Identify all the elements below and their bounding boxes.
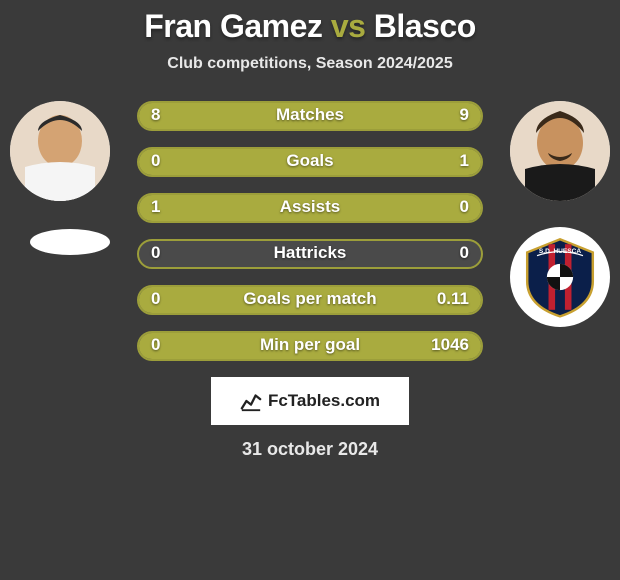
bar-fill-left — [139, 103, 300, 129]
huesca-crest-icon: S.D. HUESCA — [519, 236, 601, 318]
bar-fill-right — [139, 149, 481, 175]
avatar-placeholder-icon — [10, 101, 110, 201]
bar-fill-right — [139, 333, 481, 359]
stat-row: 8 Matches 9 — [137, 101, 483, 131]
bar-track — [137, 331, 483, 361]
branding-text: FcTables.com — [268, 391, 380, 411]
title: Fran Gamez vs Blasco — [0, 8, 620, 45]
stat-bars: 8 Matches 9 0 Goals 1 1 Assists — [137, 101, 483, 361]
stat-row: 0 Goals per match 0.11 — [137, 285, 483, 315]
player2-name: Blasco — [374, 8, 476, 44]
player1-avatar — [10, 101, 110, 201]
player2-avatar — [510, 101, 610, 201]
bar-track — [137, 147, 483, 177]
player1-club-placeholder — [30, 229, 110, 255]
vs-label: vs — [331, 8, 366, 44]
avatar-placeholder-icon — [510, 101, 610, 201]
bar-track — [137, 285, 483, 315]
bar-track — [137, 101, 483, 131]
bar-track — [137, 193, 483, 223]
main-area: S.D. HUESCA 8 Matches 9 0 Goals — [0, 101, 620, 460]
bar-fill-right — [139, 287, 481, 313]
subtitle: Club competitions, Season 2024/2025 — [0, 55, 620, 73]
stat-row: 0 Hattricks 0 — [137, 239, 483, 269]
stat-row: 0 Goals 1 — [137, 147, 483, 177]
svg-text:S.D. HUESCA: S.D. HUESCA — [539, 248, 581, 255]
date-label: 31 october 2024 — [0, 439, 620, 460]
comparison-infographic: Fran Gamez vs Blasco Club competitions, … — [0, 0, 620, 460]
branding-badge: FcTables.com — [211, 377, 409, 425]
player1-name: Fran Gamez — [144, 8, 322, 44]
bar-track — [137, 239, 483, 269]
bar-fill-left — [139, 195, 481, 221]
stat-row: 0 Min per goal 1046 — [137, 331, 483, 361]
chart-icon — [240, 390, 262, 412]
player2-club-logo: S.D. HUESCA — [510, 227, 610, 327]
bar-fill-right — [300, 103, 481, 129]
stat-row: 1 Assists 0 — [137, 193, 483, 223]
